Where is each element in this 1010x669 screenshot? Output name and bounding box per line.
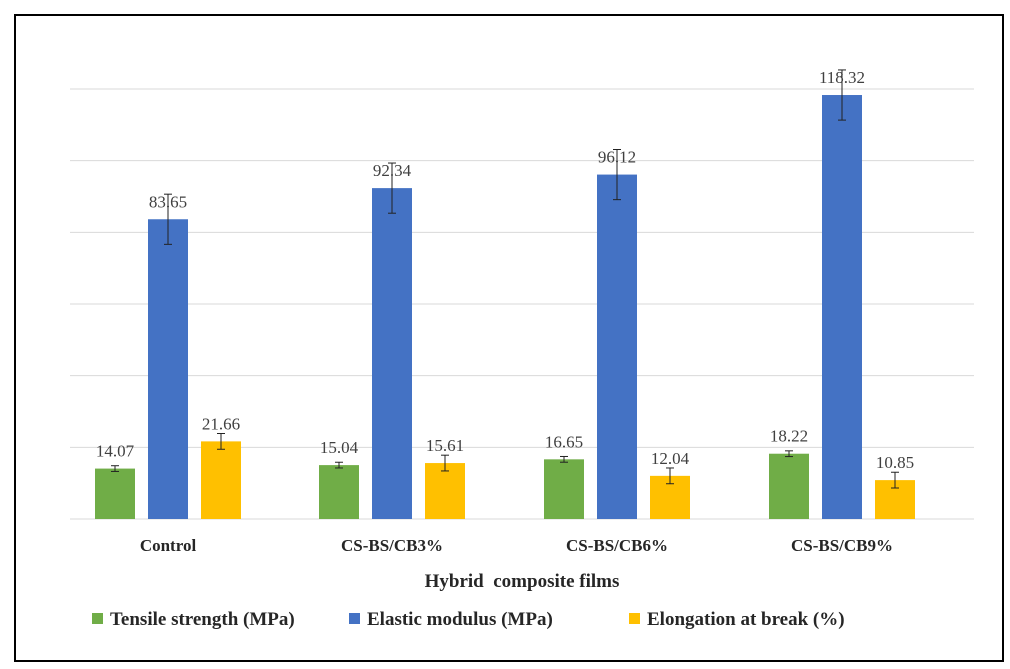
bar-tensile-strength-mpa — [95, 468, 135, 519]
legend-item: Elastic modulus (MPa) — [349, 609, 553, 630]
bars — [95, 95, 915, 520]
error-bar — [164, 193, 172, 245]
value-label: 83.65 — [149, 192, 187, 211]
bar-tensile-strength-mpa — [544, 459, 584, 519]
value-label: 14.07 — [96, 442, 135, 461]
bar-elongation-at-break — [201, 441, 241, 519]
category-label: CS-BS/CB6% — [566, 536, 668, 555]
bar-chart: 14.07 83.65 21.66 15.04 92.34 15.61 16.65 96.12… — [70, 68, 974, 630]
category-labels: Control CS-BS/CB3% CS-BS/CB6% CS-BS/CB9% — [140, 536, 893, 555]
legend-item: Tensile strength (MPa) — [92, 609, 295, 630]
legend-swatch — [349, 613, 360, 624]
legend-item: Elongation at break (%) — [629, 609, 845, 630]
error-bar — [335, 461, 343, 469]
legend-swatch — [92, 613, 103, 624]
legend-label: Tensile strength (MPa) — [110, 609, 295, 630]
error-bar — [666, 467, 674, 485]
bar-elastic-modulus-mpa — [597, 174, 637, 519]
category-label: Control — [140, 536, 197, 555]
legend-swatch — [629, 613, 640, 624]
error-bar — [560, 455, 568, 463]
error-bars — [111, 69, 899, 489]
value-label: 16.65 — [545, 432, 583, 451]
value-label: 96.12 — [598, 148, 636, 167]
chart-frame: 14.07 83.65 21.66 15.04 92.34 15.61 16.65 96.12… — [14, 14, 1004, 662]
error-bar — [111, 465, 119, 472]
value-label: 18.22 — [770, 427, 808, 446]
value-label: 92.34 — [373, 161, 412, 180]
error-bar — [613, 148, 621, 201]
bar-tensile-strength-mpa — [769, 453, 809, 519]
value-label: 10.85 — [876, 453, 914, 472]
legend-label: Elastic modulus (MPa) — [367, 609, 553, 630]
category-label: CS-BS/CB9% — [791, 536, 893, 555]
category-label: CS-BS/CB3% — [341, 536, 443, 555]
bar-elastic-modulus-mpa — [148, 219, 188, 520]
bar-tensile-strength-mpa — [319, 465, 359, 519]
error-bar — [217, 433, 225, 450]
bar-elastic-modulus-mpa — [372, 188, 412, 520]
bar-elastic-modulus-mpa — [822, 95, 862, 520]
bar-elongation-at-break — [425, 463, 465, 519]
error-bar — [785, 450, 793, 458]
legend: Tensile strength (MPa) Elastic modulus (M… — [92, 609, 845, 630]
legend-label: Elongation at break (%) — [647, 609, 845, 630]
value-label: 21.66 — [202, 414, 240, 433]
x-axis-title: Hybrid composite films — [425, 571, 620, 592]
error-bar — [388, 162, 396, 214]
value-label: 12.04 — [651, 449, 690, 468]
value-label: 15.04 — [320, 438, 359, 457]
error-bar — [838, 69, 846, 121]
error-bar — [441, 454, 449, 472]
value-label: 118.32 — [819, 68, 865, 87]
value-labels: 14.07 83.65 21.66 15.04 92.34 15.61 16.65 96.12… — [96, 68, 914, 472]
error-bar — [891, 471, 899, 489]
value-label: 15.61 — [426, 436, 464, 455]
